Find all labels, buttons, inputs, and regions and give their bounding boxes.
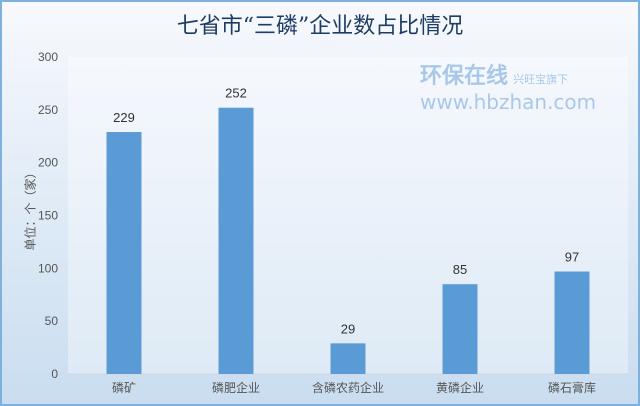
bar	[218, 107, 254, 374]
x-tick-label: 黄磷企业	[436, 380, 484, 395]
watermark-brand: 环保在线	[420, 64, 509, 89]
watermark-url: www.hbzhan.com	[420, 90, 597, 115]
y-tick-label: 0	[51, 367, 58, 381]
bar	[442, 284, 478, 374]
y-tick-label: 100	[38, 261, 58, 275]
chart-title: 七省市“三磷”企业数占比情况	[176, 14, 464, 39]
x-tick-label: 含磷农药企业	[312, 380, 384, 395]
x-tick-label: 磷矿	[112, 380, 136, 395]
data-label: 97	[565, 250, 579, 265]
x-tick-label: 磷肥企业	[212, 380, 260, 395]
y-tick-label: 300	[38, 50, 58, 64]
bar	[554, 271, 590, 374]
y-tick-label: 200	[38, 156, 58, 170]
data-label: 85	[453, 262, 467, 277]
bar	[106, 132, 142, 374]
y-tick-label: 250	[38, 103, 58, 117]
data-label: 252	[225, 86, 247, 101]
plot-area	[68, 57, 628, 374]
watermark-logo: 环保在线 兴旺宝旗下 www.hbzhan.com	[420, 64, 596, 114]
y-tick-label: 50	[45, 314, 59, 328]
data-label: 29	[341, 321, 355, 336]
bar	[330, 343, 366, 374]
watermark-tag: 兴旺宝旗下	[513, 73, 569, 86]
y-tick-label: 150	[38, 209, 58, 223]
data-label: 229	[113, 110, 135, 125]
x-tick-label: 磷石膏库	[548, 380, 596, 395]
